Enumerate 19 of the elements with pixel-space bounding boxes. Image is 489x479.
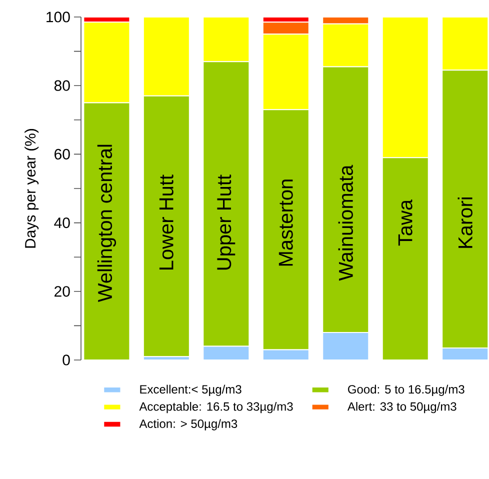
x-tick-label: Lower Hutt [159,174,174,270]
x-tick-label: Wellington central [97,144,116,302]
y-tick-label: 60 [54,148,70,160]
y-tick-label: 80 [54,80,70,91]
x-tick-label: Wainuiomata [338,164,353,281]
legend-label: Action: > 50µg/m3 [139,419,238,430]
x-tick-label: Upper Hutt [217,174,236,270]
legend-label: Good: 5 to 16.5µg/m3 [348,384,464,396]
y-tick-label: 20 [54,286,70,297]
legend-label: Excellent:< 5µg/m3 [140,384,242,396]
x-tick-label: Masterton [278,180,293,266]
y-tick-label: 40 [54,217,70,228]
y-tick-label: 100 [46,12,70,22]
y-axis-title: Days per year (%) [24,129,39,248]
legend-label: Alert: 33 to 50µg/m3 [347,402,456,414]
legend-label: Acceptable: 16.5 to 33µg/m3 [139,402,293,414]
y-tick-label: 0 [62,354,70,366]
x-tick-label: Tawa [398,199,412,246]
x-tick-label: Karori [458,197,472,248]
